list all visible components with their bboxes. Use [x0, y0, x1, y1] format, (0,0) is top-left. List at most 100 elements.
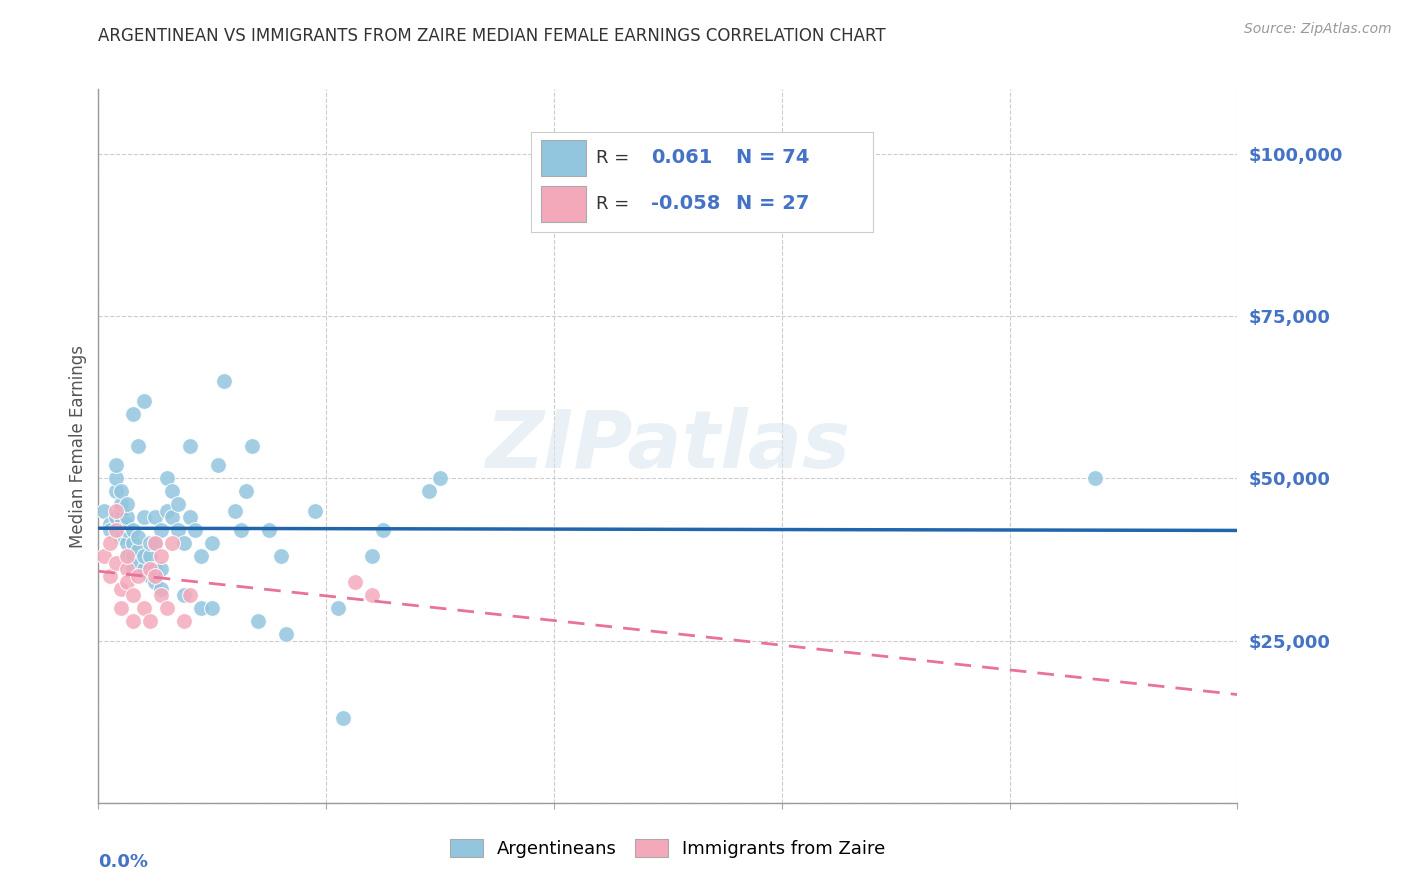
FancyBboxPatch shape [541, 186, 586, 222]
Point [98, 516, 121, 531]
Point [104, 504, 127, 518]
Point [110, 497, 132, 511]
Point [104, 484, 127, 499]
Point [145, 575, 167, 590]
Text: 0.061: 0.061 [651, 148, 713, 168]
Point [127, 530, 149, 544]
Point [110, 601, 132, 615]
Point [138, 568, 160, 582]
Point [115, 536, 138, 550]
Point [343, 575, 366, 590]
Point [115, 516, 138, 531]
Point [145, 568, 167, 582]
Point [179, 510, 201, 524]
Point [373, 524, 395, 538]
Point [138, 536, 160, 550]
Text: ARGENTINEAN VS IMMIGRANTS FROM ZAIRE MEDIAN FEMALE EARNINGS CORRELATION CHART: ARGENTINEAN VS IMMIGRANTS FROM ZAIRE MED… [98, 27, 886, 45]
Text: ZIPatlas: ZIPatlas [485, 407, 851, 485]
Point [304, 504, 326, 518]
Y-axis label: Median Female Earnings: Median Female Earnings [69, 344, 87, 548]
Point [259, 524, 281, 538]
Text: 0.0%: 0.0% [98, 853, 149, 871]
Point [145, 536, 167, 550]
Point [121, 562, 143, 576]
Legend: Argentineans, Immigrants from Zaire: Argentineans, Immigrants from Zaire [443, 831, 893, 865]
Point [127, 542, 149, 557]
Point [326, 601, 349, 615]
Point [150, 524, 173, 538]
Point [115, 562, 138, 576]
Point [332, 711, 354, 725]
Point [418, 484, 440, 499]
Point [121, 614, 143, 628]
Point [145, 510, 167, 524]
Point [162, 510, 184, 524]
Point [121, 549, 143, 564]
Point [104, 458, 127, 473]
Point [270, 549, 292, 564]
Point [93, 549, 115, 564]
FancyBboxPatch shape [541, 140, 586, 176]
Point [167, 524, 190, 538]
Point [190, 601, 212, 615]
Point [229, 524, 252, 538]
Point [110, 504, 132, 518]
Point [132, 393, 155, 408]
Point [201, 536, 224, 550]
Point [110, 484, 132, 499]
Point [360, 549, 382, 564]
Point [179, 588, 201, 602]
Point [121, 407, 143, 421]
Point [173, 536, 195, 550]
Point [184, 524, 207, 538]
Point [127, 568, 149, 582]
Point [150, 588, 173, 602]
Point [115, 524, 138, 538]
Point [235, 484, 257, 499]
Point [104, 524, 127, 538]
Point [110, 510, 132, 524]
Point [246, 614, 269, 628]
Point [167, 497, 190, 511]
Point [121, 588, 143, 602]
Text: N = 74: N = 74 [737, 148, 810, 168]
Point [212, 374, 235, 388]
Point [201, 601, 224, 615]
Point [179, 439, 201, 453]
Point [98, 536, 121, 550]
Point [104, 471, 127, 485]
Point [115, 549, 138, 564]
Point [145, 562, 167, 576]
Point [150, 549, 173, 564]
Point [429, 471, 451, 485]
Point [1084, 471, 1107, 485]
Text: R =: R = [596, 195, 630, 213]
Point [207, 458, 229, 473]
Point [162, 484, 184, 499]
Point [190, 549, 212, 564]
Point [276, 627, 298, 641]
Point [110, 582, 132, 596]
Point [132, 510, 155, 524]
Point [240, 439, 263, 453]
Point [104, 556, 127, 570]
Point [98, 568, 121, 582]
Point [360, 588, 382, 602]
Point [138, 562, 160, 576]
Point [150, 582, 173, 596]
Point [110, 530, 132, 544]
Point [132, 562, 155, 576]
Point [224, 504, 246, 518]
Point [156, 504, 179, 518]
Text: N = 27: N = 27 [737, 194, 810, 213]
Point [156, 471, 179, 485]
Point [173, 614, 195, 628]
Point [162, 536, 184, 550]
Point [127, 556, 149, 570]
Point [145, 536, 167, 550]
Point [104, 510, 127, 524]
Point [138, 549, 160, 564]
Text: Source: ZipAtlas.com: Source: ZipAtlas.com [1244, 22, 1392, 37]
Point [150, 562, 173, 576]
Point [127, 439, 149, 453]
